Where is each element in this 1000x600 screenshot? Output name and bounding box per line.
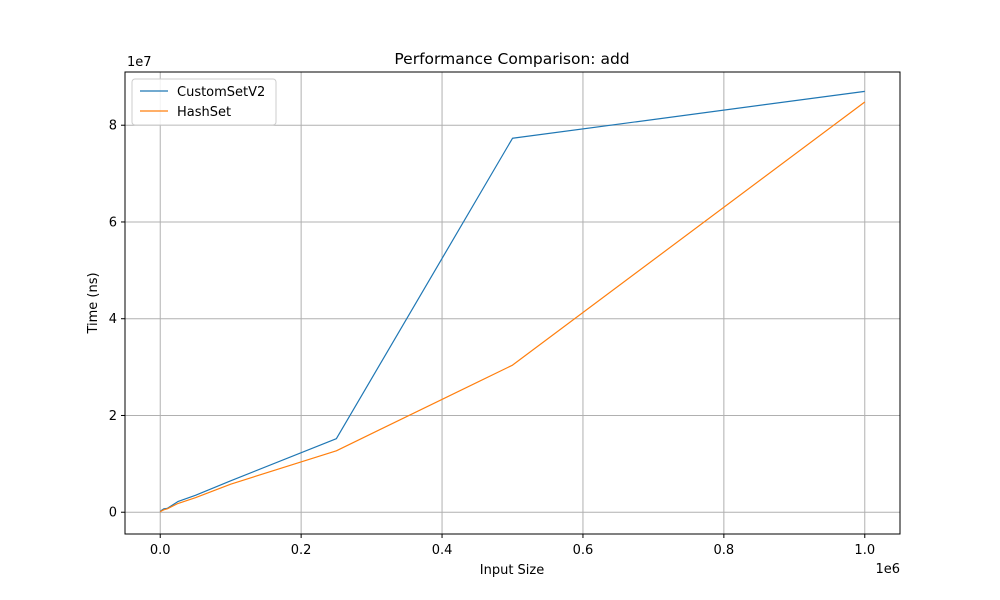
x-tick-label: 0.6: [573, 543, 594, 558]
legend-label-customsetv2: CustomSetV2: [177, 85, 265, 100]
y-tick-label: 4: [109, 312, 117, 327]
y-tick-label: 8: [109, 119, 117, 134]
x-tick-label: 0.4: [432, 543, 453, 558]
x-axis-offset-label: 1e6: [875, 562, 900, 577]
y-tick-label: 6: [109, 215, 117, 230]
y-axis-label: Time (ns): [86, 272, 101, 334]
y-axis-offset-label: 1e7: [127, 55, 152, 70]
y-tick-label: 0: [109, 506, 117, 521]
legend: CustomSetV2 HashSet: [131, 78, 277, 126]
x-axis-label: Input Size: [480, 563, 544, 578]
x-tick-label: 0.0: [150, 543, 171, 558]
series-line-hashset: [159, 101, 866, 513]
x-tick-label: 1.0: [854, 543, 875, 558]
legend-label-hashset: HashSet: [177, 105, 231, 120]
grid: [125, 72, 900, 534]
chart-title: Performance Comparison: add: [394, 50, 629, 68]
plot-frame: [124, 71, 901, 535]
axis-ticks: 0.0 0.2 0.4 0.6 0.8 1.0 0 2 4 6 8: [109, 119, 875, 558]
x-tick-label: 0.8: [714, 543, 735, 558]
y-tick-label: 2: [109, 409, 117, 424]
series-lines: [159, 90, 866, 513]
x-tick-label: 0.2: [291, 543, 312, 558]
